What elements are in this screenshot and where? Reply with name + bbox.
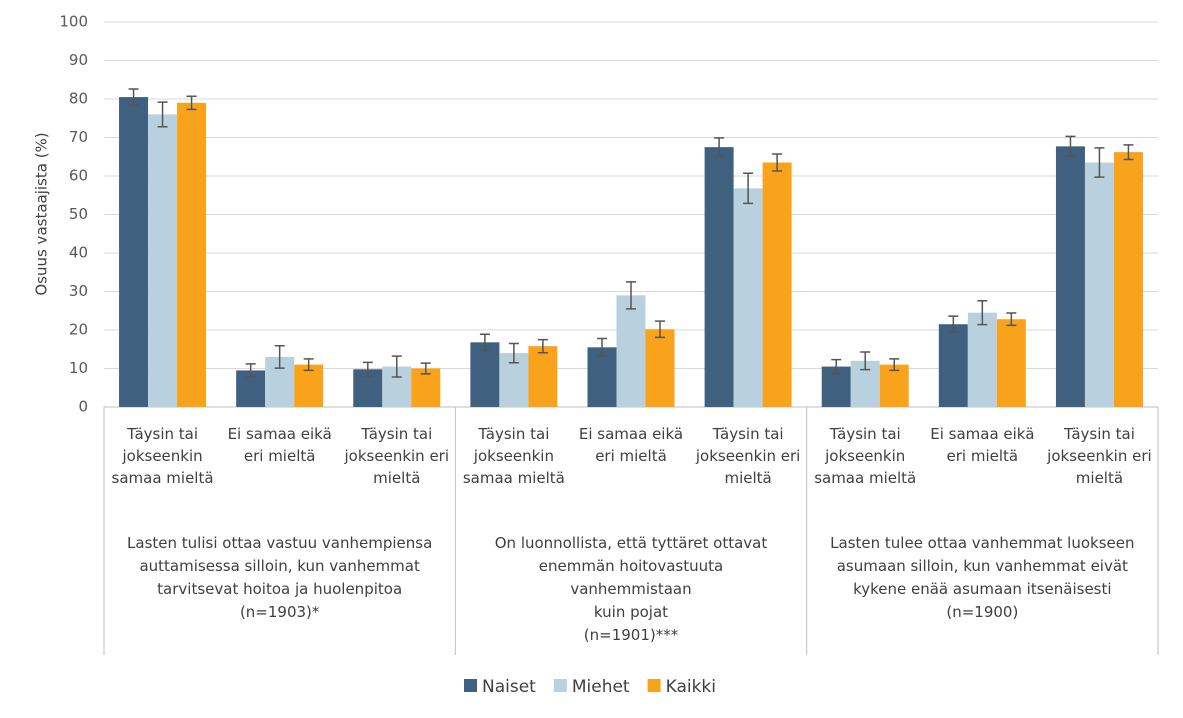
error-bar [128,88,139,106]
error-bar [303,358,314,372]
legend-swatch [553,679,567,692]
bar [148,114,178,408]
bar [733,188,763,407]
bar [1055,146,1085,408]
bar [616,295,646,407]
bar [645,329,675,407]
error-bar [362,361,373,377]
y-tick-label: 60 [69,167,88,185]
error-bar [157,101,168,128]
group-label: vanhemmistaan [570,580,692,598]
bar [762,162,792,407]
y-tick-label: 0 [78,398,88,416]
error-bar [1065,135,1076,158]
y-tick-label: 50 [69,205,88,223]
error-bar [772,153,783,172]
bar [470,342,500,407]
y-tick-label: 40 [69,244,88,262]
bar [1113,152,1143,407]
y-tick-label: 30 [69,282,88,300]
error-bar [743,172,754,205]
legend-label: Naiset [482,677,536,697]
x-tick-label: Täysin tai jokseenkin eri mieltä [344,425,450,487]
x-tick-label: Täysin tai jokseenkin eri mieltä [695,425,801,487]
bar [1084,162,1114,407]
bar [938,324,968,407]
error-bar [889,358,900,372]
error-bar [186,95,197,111]
bar [704,147,734,407]
legend-label: Kaikki [666,677,716,697]
group-label: Lasten tulisi ottaa vastuu vanhempiensa [127,534,433,552]
x-tick-label: Täysin tai jokseenkin samaa mieltä [462,425,565,487]
y-tick-label: 70 [69,128,88,146]
error-bar [537,338,548,354]
group-label: (n=1901)*** [583,626,679,644]
error-bar [420,362,431,375]
error-bar [831,358,842,375]
bar [177,102,207,407]
y-tick-label: 10 [69,359,88,377]
x-tick-label: Täysin tai jokseenkin eri mieltä [1047,425,1152,487]
bar [119,97,149,407]
bar [587,347,617,407]
bar [879,364,909,407]
legend-label: Miehet [572,677,630,697]
y-tick-label: 80 [69,90,88,108]
x-tick-label: Ei samaa eikä eri mieltä [578,425,684,465]
error-bar [1123,144,1134,161]
error-bar [1006,312,1017,327]
error-bar [1094,147,1105,178]
group-label: tarvitsevat hoitoa ja huolenpitoa [157,580,403,598]
x-tick-label: Täysin tai jokseenkin samaa mieltä [814,425,917,487]
group-label: On luonnollista, että tyttäret ottavat [494,534,768,552]
y-tick-label: 90 [69,51,88,69]
legend-swatch [647,679,661,692]
error-bar [391,355,402,378]
bar [411,368,441,407]
group-label: kykene enää asumaan itsenäisesti [853,580,1112,598]
x-tick-label: Ei samaa eikä eri mieltä [227,425,332,465]
group-label: kuin pojat [593,603,669,621]
error-bar [977,299,988,326]
error-bar [508,342,519,364]
bar [996,319,1026,407]
group-label: (n=1903)* [239,603,320,621]
error-bar [597,337,607,357]
group-label: auttamisessa silloin, kun vanhemmat [139,557,420,575]
error-bar [626,281,636,310]
error-bar [948,315,959,334]
y-axis-label: Osuus vastaajista (%) [33,132,51,295]
group-label: enemmän hoitovastuuta [538,557,724,575]
error-bar [274,345,285,369]
legend-swatch [464,679,477,692]
bar [528,346,558,407]
x-tick-label: Täysin tai jokseenkin samaa mieltä [111,425,214,487]
error-bar [655,320,665,339]
error-bar [860,351,871,371]
error-bar [479,333,490,352]
group-label: asumaan silloin, kun vanhemmat eivät [836,557,1128,575]
y-tick-label: 20 [69,321,88,339]
error-bar [714,137,725,158]
group-label: (n=1900) [946,603,1019,621]
x-tick-label: Ei samaa eikä eri mieltä [930,425,1035,465]
bar [967,312,997,407]
bar [294,364,324,407]
y-tick-label: 100 [59,13,88,31]
error-bar [245,363,256,378]
group-label: Lasten tulee ottaa vanhemmat luokseen [830,534,1135,552]
